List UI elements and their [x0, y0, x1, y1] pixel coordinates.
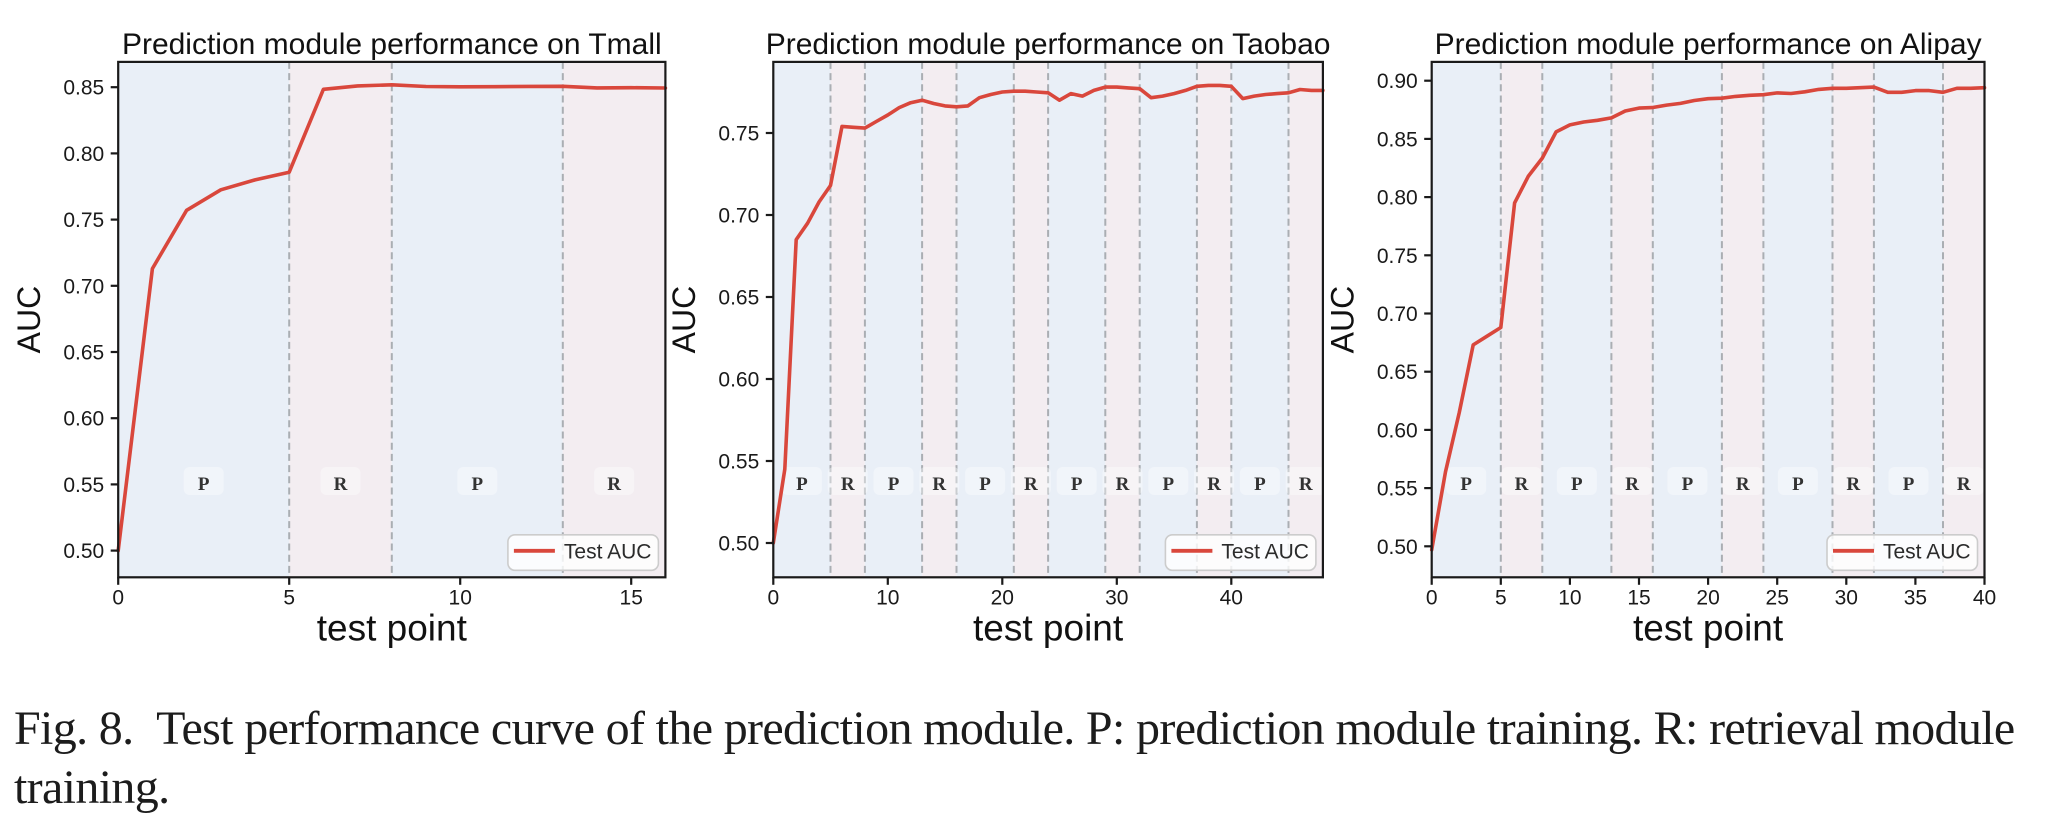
svg-text:P: P [1792, 474, 1804, 495]
svg-text:P: P [1460, 474, 1472, 495]
svg-text:0.85: 0.85 [63, 77, 104, 100]
svg-text:0.70: 0.70 [63, 275, 104, 298]
svg-text:R: R [334, 474, 348, 495]
svg-text:R: R [1299, 474, 1313, 495]
svg-text:0.60: 0.60 [63, 408, 104, 431]
svg-text:P: P [1682, 474, 1694, 495]
svg-text:0.85: 0.85 [1377, 128, 1418, 151]
svg-text:P: P [888, 474, 900, 495]
svg-text:R: R [1625, 474, 1639, 495]
svg-text:15: 15 [1627, 587, 1650, 610]
svg-text:AUC: AUC [666, 286, 702, 354]
svg-text:R: R [607, 474, 621, 495]
svg-text:10: 10 [449, 587, 472, 610]
svg-text:0.60: 0.60 [1377, 419, 1418, 442]
svg-text:0.70: 0.70 [718, 205, 759, 228]
svg-text:15: 15 [620, 587, 643, 610]
svg-text:Test AUC: Test AUC [564, 540, 652, 563]
svg-text:40: 40 [1973, 587, 1996, 610]
svg-text:R: R [1957, 474, 1971, 495]
svg-text:R: R [1116, 474, 1130, 495]
svg-text:P: P [796, 474, 808, 495]
svg-text:P: P [1254, 474, 1266, 495]
svg-text:Prediction module performance: Prediction module performance on Alipay [1435, 28, 1982, 61]
svg-text:0.55: 0.55 [718, 451, 759, 474]
svg-text:R: R [932, 474, 946, 495]
svg-text:0.65: 0.65 [63, 342, 104, 365]
svg-text:0.75: 0.75 [1377, 245, 1418, 268]
svg-text:30: 30 [1105, 587, 1128, 610]
svg-text:30: 30 [1835, 587, 1858, 610]
svg-text:R: R [1207, 474, 1221, 495]
svg-text:P: P [471, 474, 483, 495]
svg-text:35: 35 [1904, 587, 1927, 610]
svg-text:R: R [841, 474, 855, 495]
svg-text:0.80: 0.80 [63, 143, 104, 166]
svg-text:Test AUC: Test AUC [1883, 540, 1971, 563]
svg-text:5: 5 [283, 587, 295, 610]
svg-text:Prediction module performance: Prediction module performance on Tmall [122, 28, 662, 61]
svg-text:0: 0 [112, 587, 124, 610]
svg-text:P: P [979, 474, 991, 495]
svg-text:0.70: 0.70 [1377, 303, 1418, 326]
svg-text:5: 5 [1495, 587, 1507, 610]
svg-text:0.50: 0.50 [1377, 536, 1418, 559]
svg-text:0: 0 [767, 587, 779, 610]
svg-text:AUC: AUC [11, 286, 47, 354]
svg-text:test point: test point [973, 607, 1124, 648]
svg-text:20: 20 [991, 587, 1014, 610]
svg-text:test point: test point [317, 607, 468, 648]
svg-text:P: P [1571, 474, 1583, 495]
svg-text:25: 25 [1766, 587, 1789, 610]
svg-text:P: P [1162, 474, 1174, 495]
svg-text:R: R [1024, 474, 1038, 495]
svg-text:AUC: AUC [1325, 286, 1361, 354]
svg-text:P: P [198, 474, 210, 495]
svg-text:0.75: 0.75 [718, 123, 759, 146]
svg-text:test point: test point [1633, 607, 1784, 648]
svg-text:R: R [1515, 474, 1529, 495]
svg-text:P: P [1071, 474, 1083, 495]
svg-text:0.60: 0.60 [718, 369, 759, 392]
svg-text:R: R [1846, 474, 1860, 495]
svg-text:0.50: 0.50 [718, 533, 759, 556]
svg-text:Prediction module performance: Prediction module performance on Taobao [766, 28, 1331, 61]
svg-text:20: 20 [1696, 587, 1719, 610]
svg-text:0.80: 0.80 [1377, 187, 1418, 210]
svg-text:0.55: 0.55 [1377, 478, 1418, 501]
svg-text:Test AUC: Test AUC [1221, 540, 1309, 563]
svg-text:0: 0 [1426, 587, 1438, 610]
svg-text:10: 10 [1558, 587, 1581, 610]
svg-text:0.75: 0.75 [63, 209, 104, 232]
svg-text:0.65: 0.65 [718, 287, 759, 310]
svg-text:0.55: 0.55 [63, 474, 104, 497]
svg-text:10: 10 [876, 587, 899, 610]
svg-text:0.90: 0.90 [1377, 70, 1418, 93]
svg-text:R: R [1736, 474, 1750, 495]
svg-text:0.50: 0.50 [63, 540, 104, 563]
svg-text:P: P [1903, 474, 1915, 495]
svg-text:0.65: 0.65 [1377, 361, 1418, 384]
svg-text:40: 40 [1220, 587, 1243, 610]
